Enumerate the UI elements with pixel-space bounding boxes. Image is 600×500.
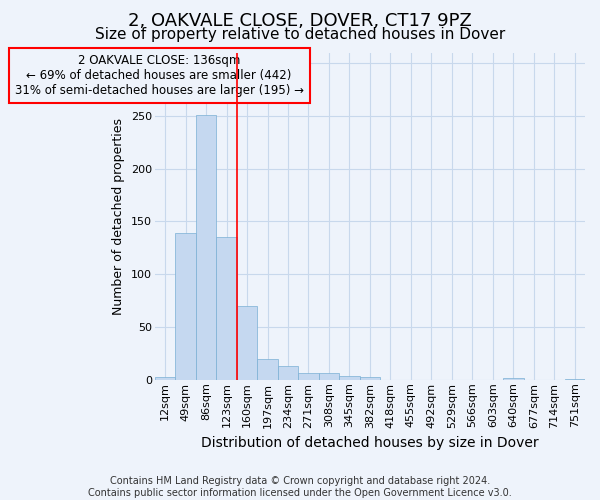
Bar bbox=[319, 374, 339, 380]
Bar bbox=[503, 378, 524, 380]
Bar bbox=[237, 306, 257, 380]
Text: Contains HM Land Registry data © Crown copyright and database right 2024.
Contai: Contains HM Land Registry data © Crown c… bbox=[88, 476, 512, 498]
Bar bbox=[155, 376, 175, 380]
Text: 2 OAKVALE CLOSE: 136sqm
← 69% of detached houses are smaller (442)
31% of semi-d: 2 OAKVALE CLOSE: 136sqm ← 69% of detache… bbox=[14, 54, 304, 97]
Bar bbox=[217, 237, 237, 380]
Bar bbox=[565, 378, 585, 380]
Bar bbox=[175, 233, 196, 380]
Bar bbox=[278, 366, 298, 380]
Bar bbox=[196, 115, 216, 380]
Bar bbox=[339, 376, 359, 380]
Text: 2, OAKVALE CLOSE, DOVER, CT17 9PZ: 2, OAKVALE CLOSE, DOVER, CT17 9PZ bbox=[128, 12, 472, 30]
X-axis label: Distribution of detached houses by size in Dover: Distribution of detached houses by size … bbox=[201, 436, 539, 450]
Bar bbox=[359, 376, 380, 380]
Y-axis label: Number of detached properties: Number of detached properties bbox=[112, 118, 125, 314]
Bar bbox=[257, 358, 278, 380]
Bar bbox=[298, 374, 319, 380]
Text: Size of property relative to detached houses in Dover: Size of property relative to detached ho… bbox=[95, 28, 505, 42]
